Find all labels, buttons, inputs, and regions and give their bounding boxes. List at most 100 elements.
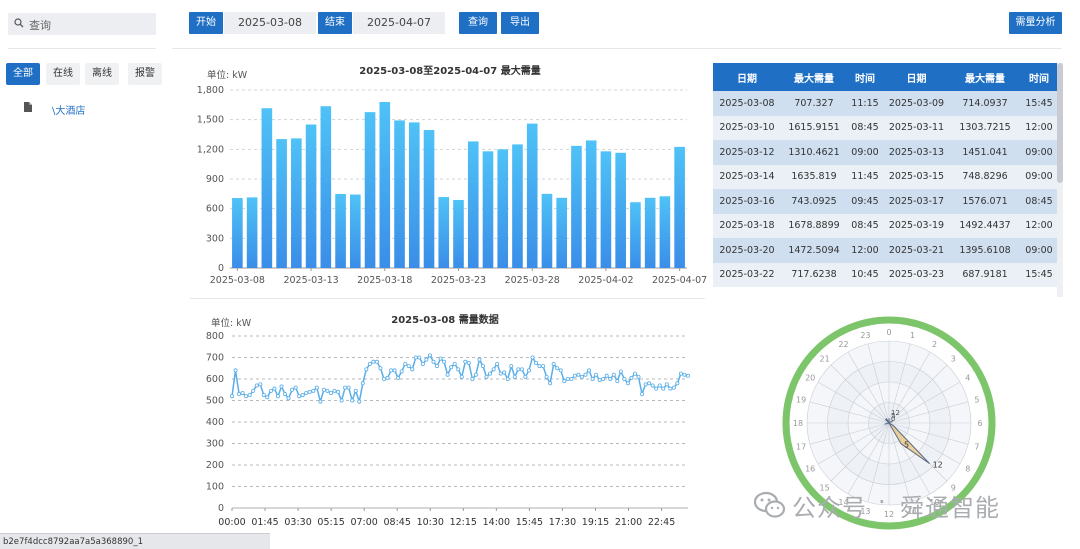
table-cell: 08:45 bbox=[847, 213, 883, 238]
table-scrollbar[interactable] bbox=[1057, 63, 1063, 183]
demand-point bbox=[424, 357, 429, 362]
filter-tab-all[interactable]: 全部 bbox=[6, 63, 40, 85]
watermark-dot: · bbox=[878, 488, 887, 516]
polar-hour-label: 11 bbox=[907, 507, 917, 516]
demand-point bbox=[371, 359, 376, 364]
table-row[interactable]: 2025-03-20 1472.5094 12:00 2025-03-21 1395.6… bbox=[713, 238, 1058, 263]
file-icon bbox=[24, 102, 32, 112]
bar bbox=[423, 129, 435, 268]
demand-point bbox=[590, 377, 595, 382]
demand-point bbox=[647, 381, 652, 386]
search-placeholder: 查询 bbox=[29, 19, 51, 32]
bar-y-tick: 900 bbox=[206, 174, 224, 185]
watermark-name: 舜通智能 bbox=[900, 494, 1000, 522]
polar-hour-label: 16 bbox=[805, 465, 815, 474]
table-cell: 2025-03-13 bbox=[883, 140, 950, 165]
table-header: 时间 bbox=[1020, 63, 1058, 91]
table-header: 最大需量 bbox=[781, 63, 847, 91]
demand-point bbox=[495, 361, 500, 366]
search-input[interactable]: 查询 bbox=[8, 13, 156, 35]
polar-spoke bbox=[830, 422, 890, 482]
bar bbox=[497, 149, 509, 268]
demand-line-chart: 2025-03-08 需量数据 单位: kW 0 100 200 300 400 500 6… bbox=[206, 313, 690, 528]
query-button[interactable]: 查询 bbox=[459, 12, 497, 34]
line-y-tick: 800 bbox=[206, 331, 224, 342]
filter-tab-alarm[interactable]: 报警 bbox=[128, 63, 162, 85]
table-cell: 2025-03-14 bbox=[713, 164, 781, 189]
demand-point bbox=[265, 395, 270, 400]
table-row[interactable]: 2025-03-14 1635.819 11:45 2025-03-15 748.829… bbox=[713, 164, 1058, 189]
polar-spoke bbox=[888, 343, 911, 424]
demand-point bbox=[526, 368, 531, 373]
export-button[interactable]: 导出 bbox=[501, 12, 539, 34]
line-chart-title: 2025-03-08 需量数据 bbox=[391, 313, 498, 326]
polar-hour-label: 17 bbox=[796, 443, 806, 452]
table-cell: 2025-03-17 bbox=[883, 189, 950, 214]
table-row[interactable]: 2025-03-10 1615.9151 08:45 2025-03-11 1303.7… bbox=[713, 115, 1058, 140]
polar-spoke bbox=[809, 422, 890, 445]
demand-point bbox=[622, 377, 627, 382]
end-date-input[interactable]: 2025-04-07 bbox=[353, 12, 445, 34]
table-header: 日期 bbox=[883, 63, 950, 91]
demand-point bbox=[435, 364, 440, 369]
table-cell: 09:00 bbox=[847, 140, 883, 165]
bar bbox=[438, 197, 450, 268]
table-row[interactable]: 2025-03-22 717.6238 10:45 2025-03-23 687.918… bbox=[713, 262, 1058, 287]
demand-point bbox=[374, 359, 379, 364]
demand-point bbox=[237, 392, 242, 397]
bar bbox=[571, 145, 582, 268]
demand-point bbox=[480, 364, 485, 369]
table-row[interactable]: 2025-03-08 707.327 11:15 2025-03-09 714.0937… bbox=[713, 91, 1058, 116]
polar-hour-label: 4 bbox=[965, 374, 970, 383]
bar bbox=[394, 120, 405, 269]
table-cell: 748.8296 bbox=[950, 164, 1020, 189]
demand-point bbox=[459, 374, 464, 379]
line-x-tick: 21:00 bbox=[615, 517, 642, 528]
line-y-tick: 0 bbox=[218, 503, 224, 514]
demand-point bbox=[413, 355, 418, 360]
demand-point bbox=[300, 393, 305, 398]
wechat-icon bbox=[754, 491, 786, 518]
polar-hour-label: 14 bbox=[838, 498, 848, 507]
demand-point bbox=[604, 373, 609, 378]
polar-spoke bbox=[847, 351, 890, 424]
demand-point bbox=[632, 371, 637, 376]
table-cell: 717.6238 bbox=[781, 262, 847, 287]
line-x-tick: 10:30 bbox=[417, 517, 444, 528]
table-cell: 1310.4621 bbox=[781, 140, 847, 165]
bar bbox=[364, 112, 376, 268]
table-cell: 2025-03-16 bbox=[713, 189, 781, 214]
status-bar: b2e7f4dcc8792aa7a5a368890_1 bbox=[0, 533, 270, 549]
demand-point bbox=[420, 361, 425, 366]
demand-point bbox=[477, 357, 482, 362]
max-demand-table: 日期 最大需量 时间 日期 最大需量 时间 2025-03-08 707.327 1… bbox=[713, 63, 1058, 297]
filter-tab-offline[interactable]: 离线 bbox=[85, 63, 119, 85]
table-cell: 08:45 bbox=[1020, 189, 1058, 214]
bar bbox=[276, 139, 287, 268]
demand-point bbox=[240, 390, 245, 395]
demand-point bbox=[544, 374, 549, 379]
start-date-input[interactable]: 2025-03-08 bbox=[224, 12, 316, 34]
demand-point bbox=[643, 382, 648, 387]
table-row[interactable]: 2025-03-16 743.0925 09:45 2025-03-17 1576.07… bbox=[713, 189, 1058, 214]
line-x-tick: 15:45 bbox=[516, 517, 543, 528]
bar-y-tick: 1,800 bbox=[197, 85, 224, 96]
table-row[interactable]: 2025-03-12 1310.4621 09:00 2025-03-13 1451.0… bbox=[713, 140, 1058, 165]
table-row[interactable]: 2025-03-18 1678.8899 08:45 2025-03-19 1492.4… bbox=[713, 213, 1058, 238]
bar bbox=[615, 152, 626, 268]
demand-point bbox=[594, 372, 599, 377]
demand-point bbox=[675, 381, 680, 386]
filter-tab-online[interactable]: 在线 bbox=[46, 63, 80, 85]
search-icon bbox=[14, 18, 24, 28]
demand-point bbox=[357, 399, 362, 404]
demand-point bbox=[562, 379, 567, 384]
demand-point bbox=[484, 374, 489, 379]
table-cell: 1492.4437 bbox=[950, 213, 1020, 238]
demand-analysis-button[interactable]: 需量分析 bbox=[1009, 12, 1062, 34]
sidebar: 查询 全部 在线 离线 报警 \大酒店 bbox=[0, 0, 173, 549]
demand-point bbox=[597, 378, 602, 383]
demand-point bbox=[671, 385, 676, 390]
demand-point bbox=[636, 374, 641, 379]
polar-hour-label: 10 bbox=[929, 498, 939, 507]
bar-y-tick: 1,200 bbox=[197, 144, 224, 155]
